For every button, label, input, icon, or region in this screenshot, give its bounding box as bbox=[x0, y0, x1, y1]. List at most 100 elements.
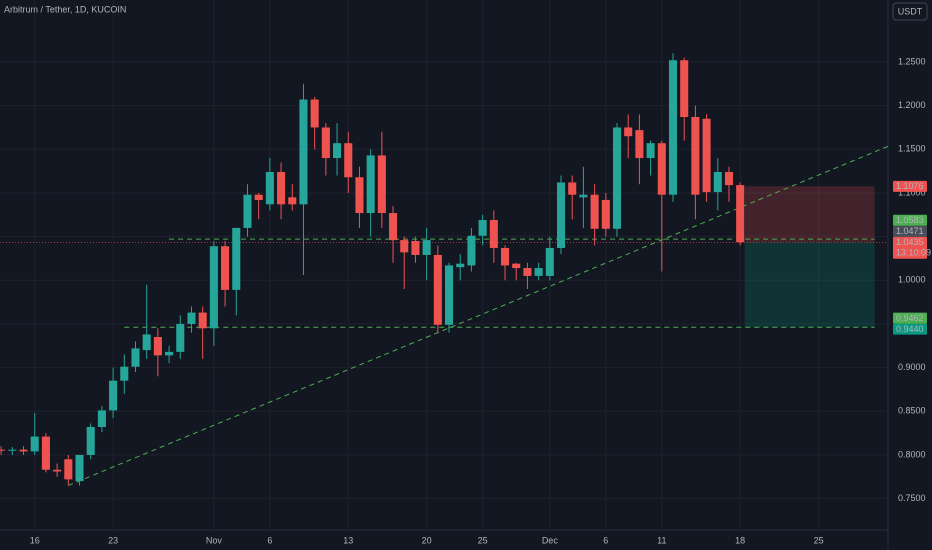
candle-body bbox=[277, 172, 286, 205]
price-label-box bbox=[893, 323, 927, 335]
candle-body bbox=[265, 172, 274, 205]
candles bbox=[0, 53, 745, 486]
candle-body bbox=[411, 240, 420, 255]
candle-body bbox=[456, 263, 465, 268]
candle-body bbox=[590, 194, 599, 229]
candle-body bbox=[198, 312, 207, 329]
candle-body bbox=[433, 254, 442, 325]
candle-body bbox=[299, 99, 308, 205]
candle-body bbox=[41, 436, 50, 470]
candle-body bbox=[635, 130, 644, 159]
x-tick-label: 23 bbox=[108, 535, 118, 545]
candle-body bbox=[736, 185, 745, 243]
candle-body bbox=[545, 247, 554, 276]
candle-body bbox=[153, 337, 162, 356]
y-tick-label: 1.2500 bbox=[898, 56, 926, 66]
x-tick-label: 6 bbox=[267, 535, 272, 545]
candle-body bbox=[30, 436, 39, 452]
candle-body bbox=[355, 177, 364, 214]
y-tick-label: 0.9000 bbox=[898, 362, 926, 372]
candle-body bbox=[209, 246, 218, 329]
price-label: 1.0471 bbox=[896, 226, 924, 236]
y-tick-label: 0.8500 bbox=[898, 406, 926, 416]
candle-body bbox=[333, 143, 342, 159]
candle-body bbox=[579, 194, 588, 198]
trendline bbox=[68, 144, 892, 486]
candle-body bbox=[176, 323, 185, 352]
candle-body bbox=[232, 227, 241, 290]
candle-body bbox=[680, 60, 689, 118]
candle-body bbox=[344, 143, 353, 178]
candle-body bbox=[624, 127, 633, 137]
candle-body bbox=[310, 99, 319, 128]
y-tick-label: 1.0000 bbox=[898, 275, 926, 285]
x-tick-label: 16 bbox=[30, 535, 40, 545]
x-tick-label: Dec bbox=[542, 535, 559, 545]
candle-body bbox=[64, 459, 73, 480]
candle-body bbox=[165, 351, 174, 356]
x-tick-label: 6 bbox=[603, 535, 608, 545]
candle-body bbox=[120, 366, 129, 381]
candle-body bbox=[523, 268, 532, 276]
axes: 0.75000.80000.85000.90000.95001.00001.05… bbox=[30, 56, 931, 545]
candle-body bbox=[467, 235, 476, 266]
candle-body bbox=[702, 118, 711, 193]
currency[interactable]: USDT bbox=[898, 6, 923, 16]
stop-zone bbox=[744, 186, 875, 243]
candle-body bbox=[377, 155, 386, 214]
candle-body bbox=[646, 143, 655, 159]
countdown: 13:10:09 bbox=[896, 248, 931, 258]
price-label-box bbox=[893, 312, 927, 324]
candle-body bbox=[512, 263, 521, 269]
price-label: 1.0435 bbox=[896, 237, 924, 247]
y-tick-label: 0.8000 bbox=[898, 449, 926, 459]
chart-title: Arbitrum / Tether, 1D, KUCOIN bbox=[4, 4, 126, 14]
price-label-box bbox=[893, 180, 927, 192]
candle-body bbox=[713, 172, 722, 193]
price-label: 0.9440 bbox=[896, 324, 924, 334]
candle-body bbox=[389, 213, 398, 241]
candle-body bbox=[556, 182, 566, 248]
candle-body bbox=[0, 449, 6, 451]
candle-body bbox=[366, 155, 375, 214]
candle-body bbox=[86, 426, 95, 455]
candle-body bbox=[53, 469, 62, 472]
x-tick-label: 25 bbox=[814, 535, 824, 545]
price-label-box bbox=[893, 214, 927, 226]
candle-body bbox=[254, 194, 263, 200]
y-tick-label: 1.2000 bbox=[898, 100, 926, 110]
candle-body bbox=[187, 312, 196, 324]
y-tick-label: 1.1500 bbox=[898, 144, 926, 154]
x-tick-label: 11 bbox=[657, 535, 666, 545]
drawings bbox=[0, 144, 892, 486]
x-tick-label: 25 bbox=[478, 535, 488, 545]
price-label-box bbox=[893, 225, 927, 237]
x-tick-label: 18 bbox=[735, 535, 745, 545]
candle-body bbox=[724, 172, 734, 186]
y-tick-label: 1.1000 bbox=[898, 187, 926, 197]
candle-body bbox=[478, 220, 487, 236]
candle-body bbox=[321, 127, 330, 159]
y-tick-label: 0.7500 bbox=[898, 493, 926, 503]
candle-body bbox=[657, 143, 666, 195]
candle-body bbox=[19, 449, 28, 452]
candle-body bbox=[221, 246, 230, 290]
candle-body bbox=[288, 197, 297, 205]
candle-body bbox=[500, 247, 510, 266]
candle-body bbox=[142, 334, 151, 351]
price-label-box bbox=[893, 236, 927, 259]
candle-body bbox=[568, 182, 577, 195]
grid bbox=[0, 0, 888, 530]
candle-body bbox=[400, 240, 409, 253]
price-label: 1.0583 bbox=[896, 215, 924, 225]
price-label: 1.1076 bbox=[896, 181, 924, 191]
currency-box[interactable] bbox=[892, 2, 928, 21]
target-zone bbox=[744, 242, 875, 328]
x-tick-label: 13 bbox=[343, 535, 353, 545]
candle-body bbox=[534, 268, 543, 276]
candle-body bbox=[691, 117, 700, 195]
candle-body bbox=[445, 265, 454, 325]
candle-body bbox=[489, 220, 498, 248]
candle-body bbox=[75, 454, 84, 482]
